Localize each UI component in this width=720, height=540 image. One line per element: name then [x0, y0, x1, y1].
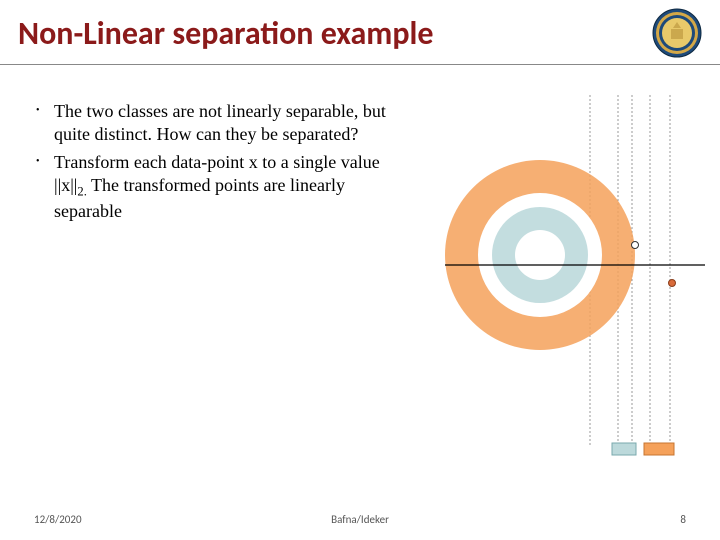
bullet-item: Transform each data-point x to a single …: [30, 151, 400, 224]
ucsd-seal-icon: [652, 8, 702, 58]
footer-date: 12/8/2020: [34, 513, 82, 526]
separation-diagram: [420, 85, 710, 465]
subscript: 2.: [77, 185, 86, 199]
footer-author: Bafna/Ideker: [331, 513, 389, 526]
bullet-item: The two classes are not linearly separab…: [30, 100, 400, 147]
bullet-text-suffix: The transformed points are linearly sepa…: [54, 175, 345, 221]
footer-page: 8: [680, 513, 686, 526]
bullet-list: The two classes are not linearly separab…: [30, 100, 400, 228]
slide-title: Non-Linear separation example: [18, 14, 433, 53]
